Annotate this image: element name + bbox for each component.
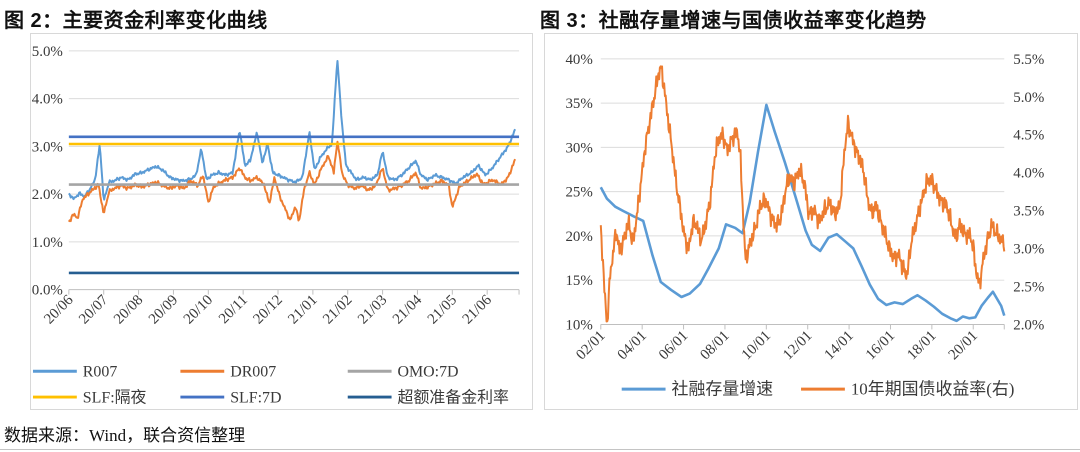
legend-label: 超额准备金利率 xyxy=(398,389,510,407)
left-y-axis-tick-label: 10% xyxy=(565,317,592,333)
legend-label: 社融存量增速 xyxy=(672,380,774,399)
chart2-title: 图 2：主要资金利率变化曲线 xyxy=(4,10,268,32)
gridlines: 5.0% 4.0% 3.0% 2.0% 1.0% 0.0% xyxy=(32,44,520,299)
data-source-note: 数据来源：Wind，联合资信整理 xyxy=(4,426,246,445)
legend-item: OMO:7D xyxy=(347,364,459,381)
legend: R007 DR007 OMO:7D SLF:隔夜 SLF:7D 超额准备金利率 xyxy=(32,364,510,407)
right-y-axis-tick-label: 4.0% xyxy=(1013,166,1044,182)
x-axis-tick-label: 21/05 xyxy=(425,292,460,327)
x-axis-tick-label: 12/01 xyxy=(780,328,815,363)
series-lines xyxy=(67,59,520,275)
y-axis-tick-label: 2.0% xyxy=(32,187,63,203)
y-axis-tick-label: 4.0% xyxy=(32,92,63,108)
x-axis-tick-label: 21/06 xyxy=(460,292,496,328)
tsf-bond-yield-chart-canvas: 40% 35% 30% 25% 20% 15% 10% 5.5% 5.0% 4.5% 4.0% 3.5… xyxy=(565,52,1044,399)
y-axis-tick-label: 0.0% xyxy=(32,283,63,299)
legend-label: DR007 xyxy=(230,364,276,381)
right-y-axis-tick-label: 3.5% xyxy=(1013,204,1044,220)
right-y-axis-tick-label: 5.0% xyxy=(1013,90,1044,106)
chart3-title: 图 3：社融存量增速与国债收益率变化趋势 xyxy=(540,10,927,32)
left-y-axis-tick-label: 25% xyxy=(565,185,592,201)
left-y-axis-tick-label: 40% xyxy=(565,52,592,68)
series-line-dr007 xyxy=(67,140,516,223)
x-axis-tick-label: 20/11 xyxy=(216,292,251,327)
right-y-axis-tick-label: 5.5% xyxy=(1013,52,1044,68)
tsf-bond-yield-chart: 40% 35% 30% 25% 20% 15% 10% 5.5% 5.0% 4.5% 4.0% 3.5… xyxy=(544,33,1078,410)
funding-rate-chart: 5.0% 4.0% 3.0% 2.0% 1.0% 0.0% 20/06 20/07 20/08 2… xyxy=(30,33,533,410)
y-axis-tick-label: 3.0% xyxy=(32,139,63,155)
legend-item: DR007 xyxy=(180,364,276,381)
x-axis-tick-label: 20/12 xyxy=(250,292,285,327)
series-line-cgb-10y-yield xyxy=(599,65,1006,323)
x-axis-tick-label: 06/01 xyxy=(656,328,691,363)
right-y-axis-tick-label: 2.5% xyxy=(1013,279,1044,295)
gridlines: 40% 35% 30% 25% 20% 15% 10% 5.5% 5.0% 4.5% 4.0% 3.5… xyxy=(565,52,1044,334)
legend-item: SLF:隔夜 xyxy=(32,389,147,407)
x-axis-tick-label: 20/09 xyxy=(146,292,181,327)
x-axis-tick-label: 20/07 xyxy=(76,292,112,328)
legend-item: 社融存量增速 xyxy=(621,380,774,399)
x-axis-tick-label: 21/01 xyxy=(285,292,320,327)
x-axis-tick-label: 08/01 xyxy=(697,328,732,363)
legend-label: OMO:7D xyxy=(398,364,459,381)
legend-item: 10年期国债收益率(右) xyxy=(801,380,1014,399)
x-axis-tick-label: 21/03 xyxy=(355,292,390,327)
left-y-axis-tick-label: 30% xyxy=(565,140,592,156)
legend-label: SLF:7D xyxy=(230,390,281,407)
legend-label: 10年期国债收益率(右) xyxy=(851,380,1015,399)
x-axis-tick-label: 14/01 xyxy=(822,328,857,363)
legend-label: SLF:隔夜 xyxy=(83,389,147,407)
left-y-axis-tick-label: 35% xyxy=(565,96,592,112)
funding-rate-chart-canvas: 5.0% 4.0% 3.0% 2.0% 1.0% 0.0%20/06 20/07 20/08 2… xyxy=(32,44,520,407)
right-y-axis-tick-label: 4.5% xyxy=(1013,128,1044,144)
legend-item: 超额准备金利率 xyxy=(347,389,510,407)
x-axis-tick-label: 20/01 xyxy=(946,328,981,363)
x-axis-tick-label: 04/01 xyxy=(615,328,650,363)
right-y-axis-tick-label: 2.0% xyxy=(1013,317,1044,333)
legend: 社融存量增速 10年期国债收益率(右) xyxy=(621,380,1014,399)
series-lines xyxy=(599,65,1006,323)
x-axis-tick-label: 21/02 xyxy=(320,292,355,327)
y-axis-tick-label: 5.0% xyxy=(32,44,63,60)
bottom-divider xyxy=(0,449,1080,450)
right-y-axis-tick-label: 3.0% xyxy=(1013,242,1044,258)
legend-item: R007 xyxy=(32,364,118,381)
left-y-axis-tick-label: 15% xyxy=(565,273,592,289)
x-axis-tick-label: 16/01 xyxy=(863,328,898,363)
series-line-tsf-stock-growth xyxy=(599,103,1006,323)
x-axis: 02/01 04/01 06/01 08/01 10/01 12/01 14/01 16/01… xyxy=(573,324,1005,363)
x-axis-tick-label: 20/10 xyxy=(181,292,216,327)
x-axis: 20/06 20/07 20/08 20/09 20/10 20/11 20/12 21/01… xyxy=(41,289,520,328)
x-axis-tick-label: 20/08 xyxy=(111,292,146,327)
x-axis-tick-label: 10/01 xyxy=(739,328,774,363)
legend-item: SLF:7D xyxy=(180,390,282,407)
legend-label: R007 xyxy=(83,364,118,381)
x-axis-tick-label: 18/01 xyxy=(904,328,939,363)
left-y-axis-tick-label: 20% xyxy=(565,229,592,245)
x-axis-tick-label: 21/04 xyxy=(390,292,426,328)
series-line-r007 xyxy=(68,59,516,201)
y-axis-tick-label: 1.0% xyxy=(32,235,63,251)
